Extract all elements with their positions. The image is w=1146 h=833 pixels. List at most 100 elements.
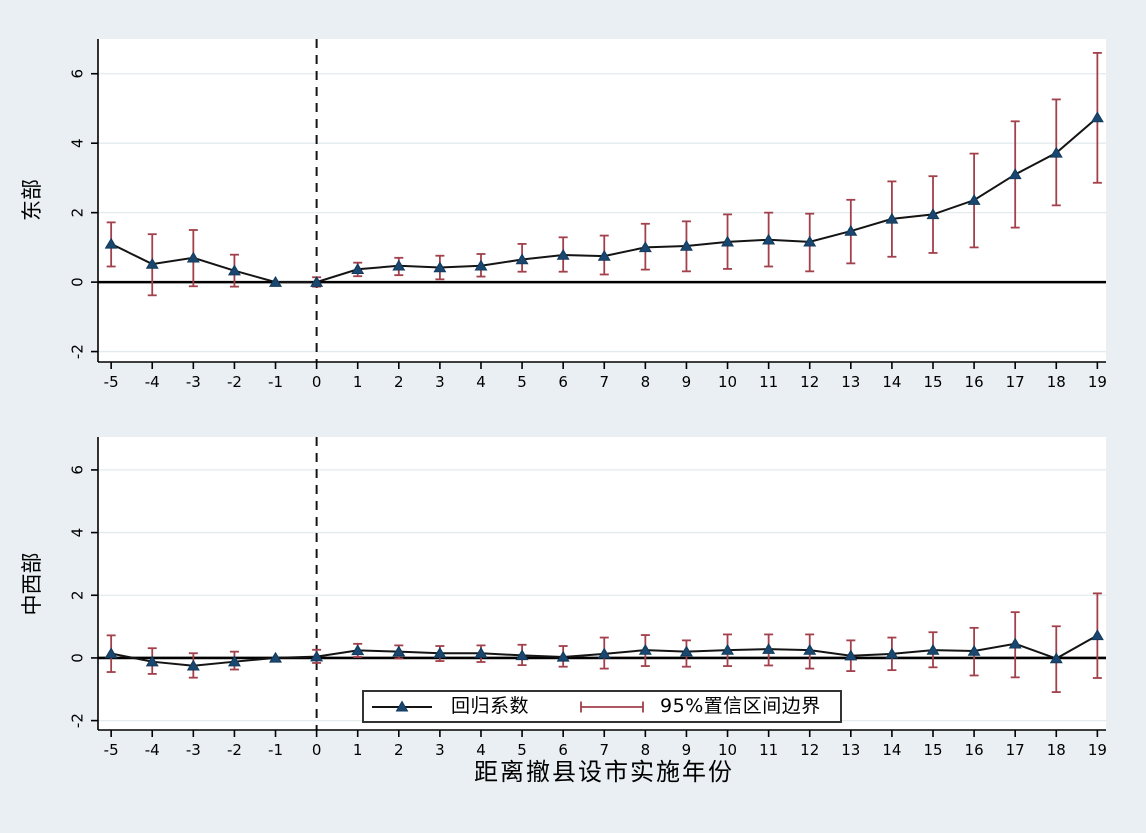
coefficient-marker [310, 650, 324, 662]
x-tick-label: 15 [923, 741, 942, 759]
coefficient-marker [762, 233, 776, 245]
coefficient-marker [556, 248, 570, 260]
x-tick-label: 7 [599, 741, 609, 759]
x-tick-label: 2 [394, 741, 404, 759]
x-tick-label: 8 [641, 741, 651, 759]
x-tick-label: 12 [800, 741, 819, 759]
x-tick-label: -2 [227, 373, 242, 391]
coefficient-marker [269, 651, 282, 663]
coefficient-marker [885, 647, 899, 659]
coefficient-marker [351, 263, 365, 274]
coefficient-marker [1090, 629, 1104, 641]
x-tick-label: 3 [435, 373, 445, 391]
coefficient-marker [145, 257, 159, 269]
y-tick-label: 0 [69, 653, 87, 663]
coefficient-marker [885, 212, 899, 224]
coefficient-marker [186, 659, 200, 671]
x-tick-label: 12 [800, 373, 819, 391]
x-tick-label: 1 [353, 741, 363, 759]
coefficient-marker [351, 644, 365, 656]
coefficient-marker [433, 261, 447, 273]
x-tick-label: 6 [558, 373, 568, 391]
x-axis-title: 距离撤县设市实施年份 [474, 758, 734, 786]
coefficient-marker [227, 264, 241, 276]
coefficient-marker [844, 224, 858, 236]
x-tick-label: 14 [882, 741, 901, 759]
x-tick-label: -1 [268, 741, 283, 759]
coefficient-marker [597, 647, 611, 659]
coefficient-marker [310, 275, 324, 287]
y-tick-label: -2 [69, 713, 87, 728]
coefficient-marker [638, 643, 652, 655]
legend-label-coefficient: 回归系数 [451, 695, 530, 717]
x-tick-label: 10 [718, 373, 737, 391]
legend-label-ci: 95%置信区间边界 [660, 695, 821, 717]
x-tick-label: 16 [965, 741, 984, 759]
plot-area [98, 437, 1106, 730]
coefficient-marker [967, 644, 981, 656]
y-tick-label: 2 [69, 208, 87, 218]
x-tick-label: 8 [641, 373, 651, 391]
x-tick-label: 18 [1047, 373, 1066, 391]
x-tick-label: 9 [682, 373, 692, 391]
coefficient-marker [474, 647, 488, 658]
x-tick-label: 1 [353, 373, 363, 391]
y-tick-label: -2 [69, 344, 87, 359]
coefficient-marker [597, 249, 611, 261]
x-tick-label: 0 [312, 741, 322, 759]
confidence-interval-sample-icon [580, 701, 644, 712]
x-tick-label: 11 [759, 741, 778, 759]
coefficient-marker [104, 237, 118, 249]
coefficient-marker [515, 649, 529, 661]
coefficient-marker [844, 649, 858, 661]
x-tick-label: 9 [682, 741, 692, 759]
x-tick-label: 7 [599, 373, 609, 391]
coefficient-marker [967, 193, 981, 205]
coefficient-marker [926, 208, 940, 220]
x-tick-label: 15 [923, 373, 942, 391]
x-tick-label: 6 [558, 741, 568, 759]
coefficient-marker [227, 655, 241, 667]
coefficient-marker [1008, 637, 1022, 649]
x-tick-label: 17 [1006, 741, 1025, 759]
x-tick-label: 19 [1088, 741, 1107, 759]
coefficient-marker [679, 645, 693, 657]
coefficient-marker [556, 650, 570, 662]
coefficient-marker [721, 235, 735, 247]
coefficient-marker [1008, 168, 1022, 180]
coefficient-marker [679, 239, 693, 251]
coefficient-marker [1049, 652, 1063, 664]
coefficient-marker [433, 647, 447, 658]
coefficient-marker [104, 647, 118, 659]
x-tick-label: -5 [104, 373, 119, 391]
y-tick-label: 6 [69, 69, 87, 79]
coefficient-marker [803, 235, 817, 247]
coefficient-marker [803, 643, 817, 655]
x-tick-label: -3 [186, 373, 201, 391]
x-tick-label: -1 [268, 373, 283, 391]
x-tick-label: 4 [476, 741, 486, 759]
coefficient-marker [269, 275, 282, 287]
coefficient-marker [474, 259, 488, 271]
legend: 回归系数 95%置信区间边界 [362, 690, 842, 723]
x-tick-label: 2 [394, 373, 404, 391]
y-tick-label: 2 [69, 590, 87, 600]
plot-area [98, 39, 1106, 362]
x-tick-label: 19 [1088, 373, 1107, 391]
x-tick-label: 14 [882, 373, 901, 391]
x-tick-label: -3 [186, 741, 201, 759]
x-tick-label: 3 [435, 741, 445, 759]
y-tick-label: 6 [69, 465, 87, 475]
x-tick-label: -5 [104, 741, 119, 759]
panel-east-ylabel: 东部 [20, 179, 44, 221]
coefficient-marker [1049, 146, 1063, 158]
coefficient-marker [186, 251, 200, 263]
x-tick-label: 17 [1006, 373, 1025, 391]
coefficient-marker [762, 642, 776, 654]
coefficient-marker [721, 643, 735, 655]
y-tick-label: 0 [69, 277, 87, 287]
x-tick-label: 0 [312, 373, 322, 391]
x-tick-label: 5 [517, 373, 527, 391]
